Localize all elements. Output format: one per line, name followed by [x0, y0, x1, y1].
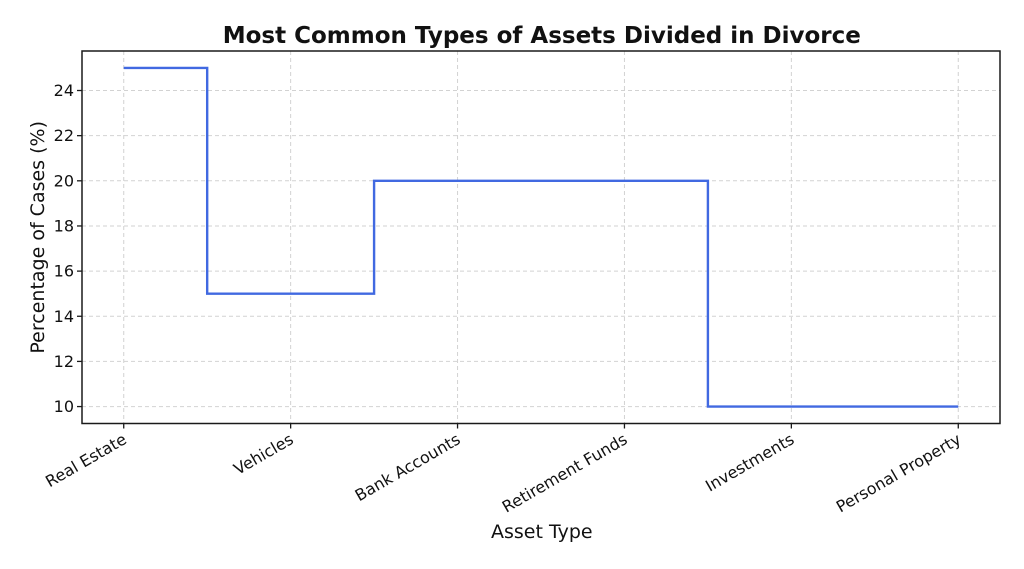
x-tick-label: Investments	[702, 430, 797, 496]
y-tick-labels: 10 12 14 16 18 20 22 24	[54, 81, 74, 416]
y-tick-label: 12	[54, 352, 74, 371]
x-tick-labels: Real Estate Vehicles Bank Accounts Retireme…	[42, 430, 964, 517]
y-tick-label: 10	[54, 397, 74, 416]
x-tick-label: Personal Property	[833, 430, 964, 517]
y-tick-label: 16	[54, 262, 74, 281]
x-tick-label: Vehicles	[230, 430, 296, 479]
tick-marks	[77, 89, 959, 429]
y-tick-label: 18	[54, 216, 74, 235]
chart-title: Most Common Types of Assets Divided in D…	[223, 23, 861, 49]
y-tick-label: 22	[54, 126, 74, 145]
step-line-path	[123, 66, 959, 408]
gridlines	[82, 51, 1000, 424]
y-tick-label: 24	[54, 81, 74, 100]
x-tick-label: Bank Accounts	[352, 430, 464, 506]
y-tick-label: 20	[54, 171, 74, 190]
x-axis-title: Asset Type	[491, 521, 593, 543]
x-tick-label: Retirement Funds	[499, 430, 631, 517]
x-tick-label: Real Estate	[42, 430, 130, 492]
y-tick-label: 14	[54, 307, 74, 326]
y-axis-title: Percentage of Cases (%)	[27, 121, 49, 354]
plot-frame	[81, 50, 1001, 425]
